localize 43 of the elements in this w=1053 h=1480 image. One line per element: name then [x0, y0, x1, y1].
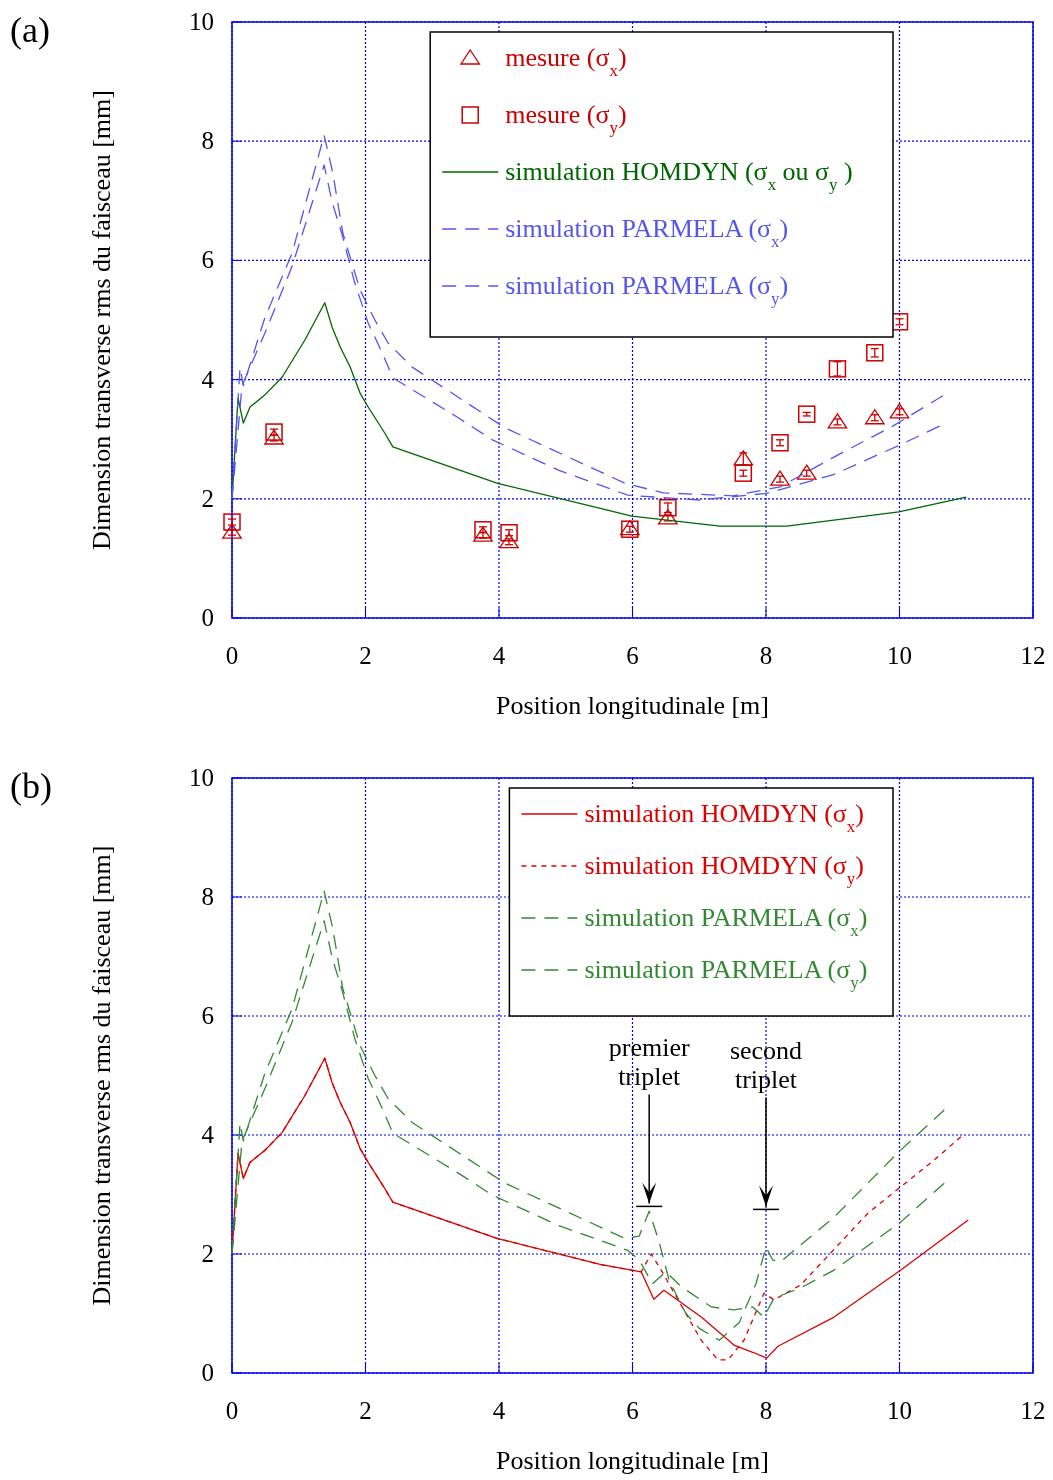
x-tick-label: 6	[626, 1397, 639, 1424]
x-tick-label: 12	[1020, 642, 1046, 669]
legend-label: simulation HOMDYN (σ$_{y}$)	[584, 851, 864, 888]
y-tick-label: 0	[201, 604, 214, 631]
x-axis-title: Position longitudinale [m]	[496, 691, 769, 720]
x-tick-label: 10	[887, 642, 912, 669]
legend-label: simulation PARMELA (σ$_{y}$)	[505, 271, 789, 308]
legend-label: simulation PARMELA (σ$_{x}$)	[584, 903, 868, 940]
y-tick-label: 6	[201, 246, 214, 274]
x-tick-label: 4	[492, 1397, 506, 1424]
y-tick-label: 10	[189, 8, 214, 35]
legend-label: simulation HOMDYN (σ$_{x}$)	[584, 799, 864, 836]
y-tick-label: 0	[201, 1359, 214, 1386]
y-tick-label: 8	[201, 127, 214, 155]
y-axis-title: Dimension transverse rms du faisceau [mm]	[87, 90, 116, 550]
legend-label: mesure (σ$_{x}$)	[505, 43, 627, 80]
y-tick-label: 2	[201, 1240, 214, 1267]
y-tick-label: 6	[201, 1002, 214, 1029]
legend-label: simulation HOMDYN (σ$_{x}$ ou σ$_{y}$ )	[505, 157, 853, 194]
chart-title: (a)	[10, 10, 50, 50]
y-tick-label: 4	[201, 365, 215, 393]
x-tick-label: 0	[225, 642, 239, 669]
x-axis-title: Position longitudinale [m]	[496, 1446, 769, 1475]
legend-label: mesure (σ$_{y}$)	[505, 100, 627, 137]
x-tick-label: 2	[359, 1397, 372, 1424]
y-axis-title: Dimension transverse rms du faisceau [mm]	[87, 845, 116, 1306]
y-tick-label: 10	[189, 764, 214, 791]
x-tick-label: 12	[1020, 1397, 1046, 1424]
y-tick-label: 2	[201, 484, 214, 512]
x-tick-label: 4	[492, 642, 506, 669]
x-tick-label: 10	[887, 1397, 912, 1424]
x-tick-label: 0	[225, 1397, 239, 1424]
legend-label: simulation PARMELA (σ$_{x}$)	[505, 214, 789, 251]
x-tick-label: 8	[759, 642, 773, 669]
y-tick-label: 4	[201, 1121, 215, 1148]
x-tick-label: 6	[626, 642, 639, 669]
x-tick-label: 2	[359, 642, 372, 669]
chart-title: (b)	[10, 766, 52, 806]
annotation: premier triplet	[608, 1033, 690, 1092]
legend-label: simulation PARMELA (σ$_{y}$)	[584, 955, 868, 992]
x-tick-label: 8	[759, 1397, 773, 1424]
y-tick-label: 8	[201, 883, 214, 910]
annotation: second triplet	[729, 1036, 803, 1095]
